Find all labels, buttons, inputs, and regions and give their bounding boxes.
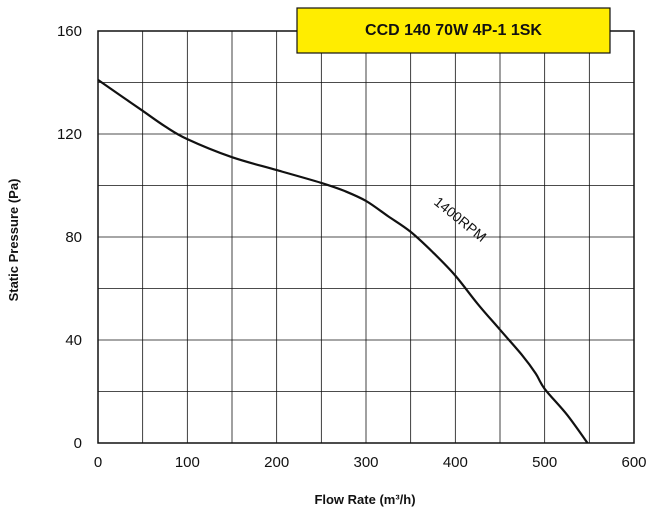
y-tick-label: 120 xyxy=(57,126,82,143)
x-tick-label: 100 xyxy=(175,454,200,471)
tick-labels: 0 100 200 300 400 500 600 0 40 80 120 160 xyxy=(57,23,647,471)
y-tick-label: 0 xyxy=(74,435,82,452)
chart-title-box xyxy=(296,7,611,54)
x-tick-label: 400 xyxy=(443,454,468,471)
grid xyxy=(97,30,635,444)
series-line-1400rpm xyxy=(97,78,589,444)
y-axis-title: Static Pressure (Pa) xyxy=(6,179,21,302)
y-tick-label: 160 xyxy=(57,23,82,40)
y-tick-label: 80 xyxy=(65,229,82,246)
x-axis-title: Flow Rate (m³/h) xyxy=(314,492,415,507)
x-tick-label: 0 xyxy=(94,454,102,471)
x-tick-label: 500 xyxy=(532,454,557,471)
y-tick-label: 40 xyxy=(65,332,82,349)
x-tick-label: 200 xyxy=(264,454,289,471)
x-tick-label: 300 xyxy=(353,454,378,471)
x-tick-label: 600 xyxy=(621,454,646,471)
chart-title: CCD 140 70W 4P-1 1SK xyxy=(365,22,542,39)
